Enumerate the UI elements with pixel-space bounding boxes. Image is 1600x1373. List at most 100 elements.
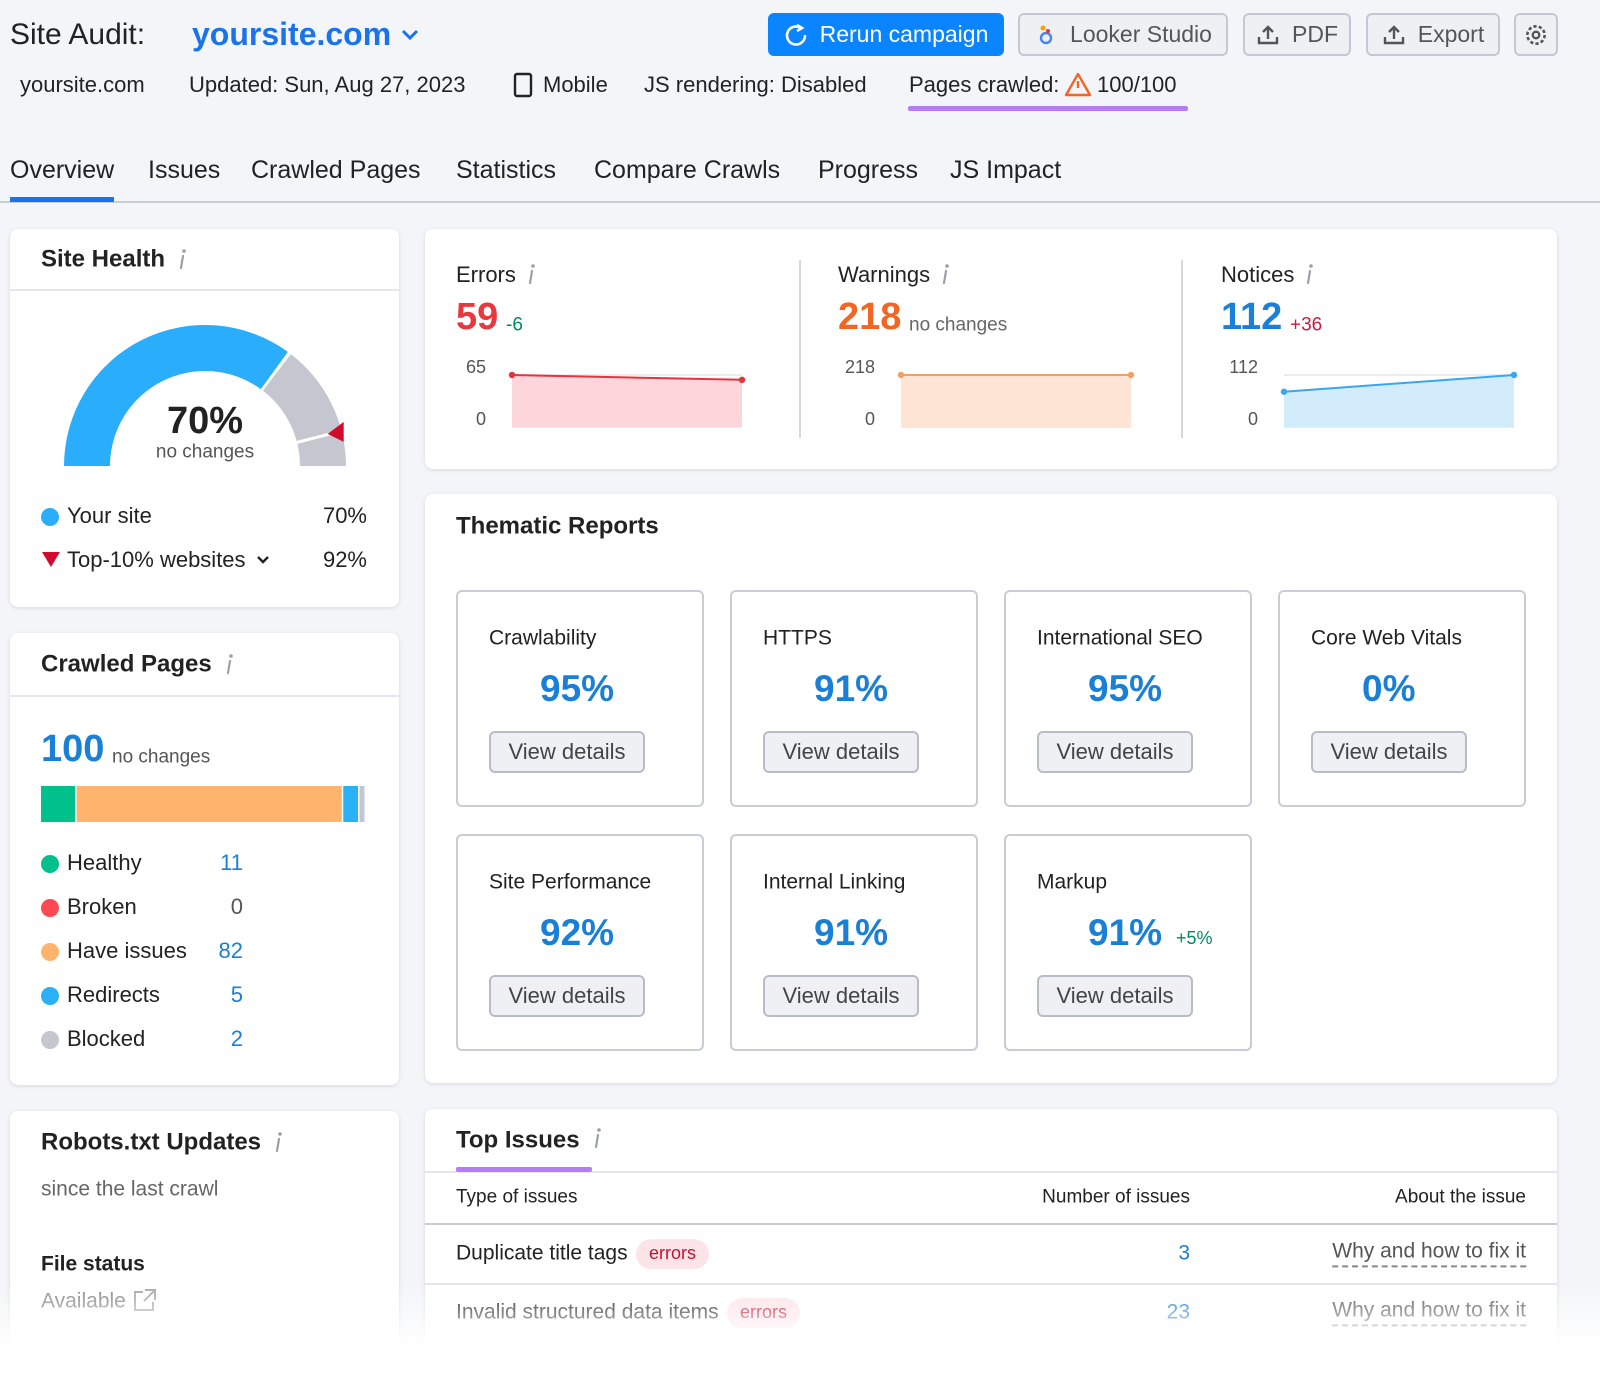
file-status-label: File status: [41, 1252, 145, 1276]
tab-baseline: [0, 201, 1600, 203]
report-name: Internal Linking: [763, 870, 906, 894]
tab-underline: [456, 1167, 592, 1172]
info-icon: [226, 659, 232, 675]
summary-value: 112: [1221, 296, 1283, 339]
tab[interactable]: Compare Crawls: [594, 156, 781, 184]
info-icon: [942, 269, 948, 285]
issue-name[interactable]: Invalid structured data items: [456, 1300, 719, 1324]
button-label: Rerun campaign: [819, 21, 989, 47]
info-icon: [1306, 269, 1312, 285]
divider: [10, 695, 399, 697]
y-tick-label: 112: [1229, 357, 1258, 378]
view-details-button[interactable]: View details: [1037, 975, 1193, 1017]
warning-icon: [1064, 72, 1092, 97]
legend-label: Redirects: [67, 981, 160, 1007]
gauge-track: [262, 354, 346, 466]
issue-tag: errors: [636, 1239, 710, 1269]
button-label: Looker Studio: [1070, 21, 1212, 47]
legend-label: Healthy: [67, 849, 142, 875]
header-button[interactable]: Rerun campaign: [768, 13, 1004, 56]
domain-selector[interactable]: yoursite.com: [192, 15, 392, 52]
settings-button[interactable]: [1514, 13, 1558, 56]
trend-point: [1510, 371, 1518, 379]
row-divider: [425, 1283, 1557, 1285]
info-icon: [528, 269, 534, 285]
button-icon: [785, 23, 806, 46]
report-name: Core Web Vitals: [1311, 626, 1462, 650]
header-button[interactable]: Looker Studio: [1018, 13, 1228, 56]
legend-value[interactable]: 11: [220, 849, 243, 875]
info-icon: [594, 1133, 600, 1149]
view-details-button[interactable]: View details: [489, 975, 645, 1017]
info-icon: [229, 654, 233, 658]
legend-value[interactable]: 5: [230, 981, 243, 1007]
column-header: About the issue: [1395, 1186, 1526, 1208]
legend-value[interactable]: 82: [218, 937, 243, 963]
report-name: Site Performance: [489, 870, 652, 894]
chevron-icon: [401, 29, 419, 41]
pages-crawled-value: 100/100: [1097, 71, 1177, 97]
tab[interactable]: Progress: [818, 156, 919, 184]
info-icon: [597, 1128, 601, 1132]
robots-subtitle: since the last crawl: [41, 1177, 219, 1201]
trend-point: [508, 371, 516, 379]
trend-point: [1127, 371, 1135, 379]
legend-dot: [41, 855, 59, 873]
tab[interactable]: Overview: [10, 156, 115, 184]
summary-name: Warnings: [838, 261, 931, 287]
view-details-button[interactable]: View details: [1037, 731, 1193, 773]
stacked-bar-segment: [41, 786, 76, 822]
report-value: 95%: [540, 667, 615, 709]
report-value: 91%: [814, 667, 889, 709]
table-header-line: [425, 1223, 1557, 1225]
card-title: Top Issues: [456, 1126, 580, 1154]
legend-label[interactable]: Top-10% websites: [67, 546, 246, 572]
summary-value: 218: [838, 296, 902, 339]
tab[interactable]: Statistics: [456, 156, 557, 184]
legend-dot: [41, 508, 59, 526]
legend-value[interactable]: 2: [230, 1025, 243, 1051]
summary-value: 59: [456, 296, 499, 339]
divider: [1181, 260, 1183, 438]
y-tick-label: 0: [475, 409, 486, 430]
column-header: Type of issues: [456, 1186, 578, 1208]
view-details-button[interactable]: View details: [763, 731, 919, 773]
divider: [425, 1171, 1557, 1173]
fix-link[interactable]: Why and how to fix it: [1332, 1297, 1526, 1327]
report-value: 95%: [1088, 667, 1163, 709]
legend-dot: [41, 1031, 59, 1049]
y-tick-label: 0: [864, 409, 875, 430]
device: Mobile: [543, 71, 608, 97]
issue-count[interactable]: 3: [1178, 1241, 1190, 1265]
report-change: +5%: [1176, 928, 1213, 949]
gauge-benchmark-marker: [327, 421, 344, 442]
legend-value: 70%: [322, 502, 367, 528]
tab[interactable]: JS Impact: [950, 156, 1062, 184]
view-details-button[interactable]: View details: [1311, 731, 1467, 773]
legend-label: Blocked: [67, 1025, 146, 1051]
issue-count[interactable]: 23: [1166, 1300, 1190, 1324]
fix-link[interactable]: Why and how to fix it: [1332, 1238, 1526, 1268]
file-status: Available: [41, 1289, 126, 1313]
view-details-button[interactable]: View details: [763, 975, 919, 1017]
tab[interactable]: Issues: [148, 156, 221, 184]
header-button[interactable]: Export: [1366, 13, 1500, 56]
legend-dot: [41, 899, 59, 917]
pages-crawled-underline: [908, 106, 1188, 111]
crawled-pages-card: [10, 633, 399, 1085]
card-title: Thematic Reports: [456, 512, 659, 540]
trend-area: [512, 375, 742, 427]
divider: [10, 289, 399, 291]
issue-name[interactable]: Duplicate title tags: [456, 1241, 628, 1265]
info-icon: [531, 264, 535, 268]
stacked-bar-segment: [359, 786, 365, 822]
tab[interactable]: Crawled Pages: [251, 156, 421, 184]
report-value: 91%: [1088, 911, 1163, 953]
view-details-button[interactable]: View details: [489, 731, 645, 773]
external-link-icon: [134, 1289, 156, 1311]
legend-label: Have issues: [67, 937, 187, 963]
report-name: Markup: [1037, 870, 1108, 894]
legend-dot: [41, 943, 59, 961]
header-button[interactable]: PDF: [1243, 13, 1351, 56]
